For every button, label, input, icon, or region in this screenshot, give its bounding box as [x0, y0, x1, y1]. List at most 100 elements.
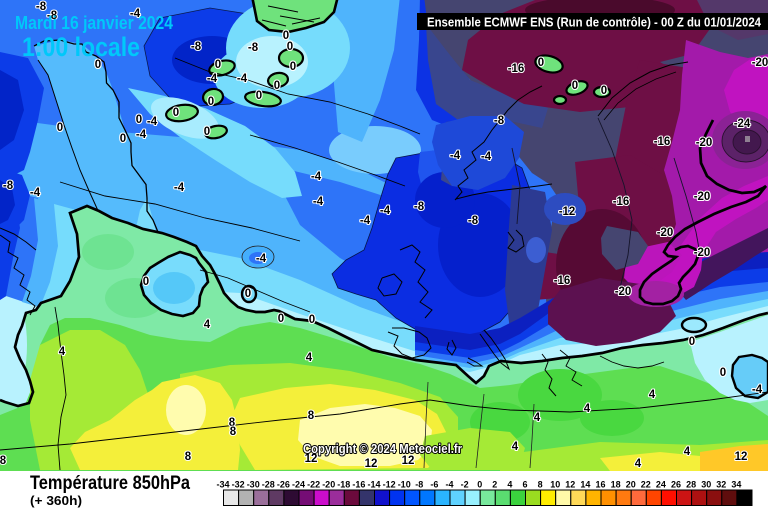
svg-text:-10: -10: [398, 480, 411, 490]
svg-text:4: 4: [59, 346, 66, 358]
svg-text:0: 0: [290, 61, 296, 73]
svg-text:0: 0: [143, 276, 149, 288]
svg-text:-32: -32: [232, 480, 245, 490]
svg-text:-4: -4: [256, 253, 267, 265]
svg-text:-30: -30: [247, 480, 260, 490]
svg-text:0: 0: [477, 480, 482, 490]
svg-text:-20: -20: [752, 57, 768, 69]
svg-text:22: 22: [641, 480, 651, 490]
svg-text:12: 12: [565, 480, 575, 490]
svg-text:4: 4: [306, 352, 313, 364]
svg-text:0: 0: [572, 80, 578, 92]
svg-text:-20: -20: [694, 247, 711, 259]
svg-text:0: 0: [689, 336, 695, 348]
svg-text:20: 20: [626, 480, 636, 490]
svg-text:32: 32: [716, 480, 726, 490]
svg-text:-24: -24: [734, 118, 751, 130]
svg-text:-16: -16: [613, 196, 630, 208]
svg-text:-4: -4: [311, 171, 322, 183]
svg-text:0: 0: [95, 59, 101, 71]
svg-text:8: 8: [308, 410, 315, 422]
svg-text:16: 16: [595, 480, 605, 490]
svg-text:12: 12: [365, 458, 378, 470]
svg-text:-8: -8: [36, 1, 47, 13]
svg-text:0: 0: [57, 122, 63, 134]
svg-text:4: 4: [635, 458, 642, 470]
svg-text:-4: -4: [207, 73, 218, 85]
svg-text:-8: -8: [414, 201, 425, 213]
svg-text:26: 26: [671, 480, 681, 490]
svg-text:-4: -4: [130, 8, 141, 20]
svg-text:-4: -4: [752, 384, 763, 396]
svg-text:-4: -4: [380, 205, 391, 217]
svg-text:30: 30: [701, 480, 711, 490]
svg-text:-12: -12: [383, 480, 396, 490]
svg-text:-4: -4: [313, 196, 324, 208]
svg-text:-34: -34: [216, 480, 229, 490]
svg-text:14: 14: [580, 480, 590, 490]
svg-text:0: 0: [287, 41, 293, 53]
svg-text:-20: -20: [696, 137, 713, 149]
svg-text:0: 0: [136, 114, 142, 126]
svg-text:8: 8: [185, 451, 192, 463]
svg-text:0: 0: [720, 367, 726, 379]
svg-text:4: 4: [507, 480, 512, 490]
svg-text:12: 12: [735, 451, 748, 463]
svg-text:Température 850hPa: Température 850hPa: [30, 473, 190, 494]
svg-text:Mardi 16 janvier 2024: Mardi 16 janvier 2024: [15, 13, 173, 33]
svg-text:18: 18: [611, 480, 621, 490]
svg-text:0: 0: [278, 313, 284, 325]
svg-text:-20: -20: [615, 286, 632, 298]
svg-text:-8: -8: [3, 180, 14, 192]
svg-text:-16: -16: [508, 63, 525, 75]
svg-text:-28: -28: [262, 480, 275, 490]
svg-text:-4: -4: [174, 182, 185, 194]
svg-text:-16: -16: [352, 480, 365, 490]
svg-text:8: 8: [229, 417, 236, 429]
svg-text:-4: -4: [481, 151, 492, 163]
svg-text:-8: -8: [415, 480, 423, 490]
svg-text:Ensemble ECMWF ENS (Run de co: Ensemble ECMWF ENS (Run de contrôle) - 0…: [427, 16, 761, 30]
svg-text:0: 0: [274, 80, 280, 92]
svg-text:4: 4: [684, 446, 691, 458]
svg-text:28: 28: [686, 480, 696, 490]
svg-text:-20: -20: [657, 227, 674, 239]
svg-text:0: 0: [204, 126, 210, 138]
svg-text:-14: -14: [367, 480, 380, 490]
svg-text:2: 2: [492, 480, 497, 490]
svg-text:0: 0: [256, 90, 262, 102]
svg-text:0: 0: [173, 107, 179, 119]
svg-text:0: 0: [120, 133, 126, 145]
svg-text:-20: -20: [322, 480, 335, 490]
svg-text:-8: -8: [494, 115, 505, 127]
svg-text:-26: -26: [277, 480, 290, 490]
svg-text:-8: -8: [47, 10, 58, 22]
svg-text:10: 10: [550, 480, 560, 490]
svg-text:(+ 360h): (+ 360h): [30, 493, 82, 508]
svg-text:0: 0: [538, 57, 544, 69]
svg-text:-6: -6: [430, 480, 438, 490]
svg-text:-16: -16: [654, 136, 671, 148]
svg-text:-4: -4: [360, 215, 371, 227]
svg-text:0: 0: [601, 85, 607, 97]
svg-text:4: 4: [512, 441, 519, 453]
svg-text:-20: -20: [694, 191, 711, 203]
svg-text:6: 6: [522, 480, 527, 490]
svg-text:-18: -18: [337, 480, 350, 490]
svg-text:-4: -4: [237, 73, 248, 85]
svg-text:8: 8: [230, 426, 237, 438]
svg-text:-4: -4: [30, 187, 41, 199]
svg-text:-4: -4: [147, 116, 158, 128]
svg-text:-24: -24: [292, 480, 305, 490]
svg-text:-4: -4: [450, 150, 461, 162]
svg-text:34: 34: [731, 480, 741, 490]
svg-text:12: 12: [305, 453, 318, 465]
svg-text:8: 8: [0, 455, 7, 467]
svg-text:4: 4: [204, 319, 211, 331]
svg-text:0: 0: [309, 314, 315, 326]
svg-text:Copyright © 2024 Meteociel.fr: Copyright © 2024 Meteociel.fr: [303, 442, 462, 456]
svg-text:-2: -2: [461, 480, 469, 490]
svg-text:-22: -22: [307, 480, 320, 490]
svg-text:-12: -12: [559, 206, 576, 218]
svg-text:-16: -16: [554, 275, 571, 287]
